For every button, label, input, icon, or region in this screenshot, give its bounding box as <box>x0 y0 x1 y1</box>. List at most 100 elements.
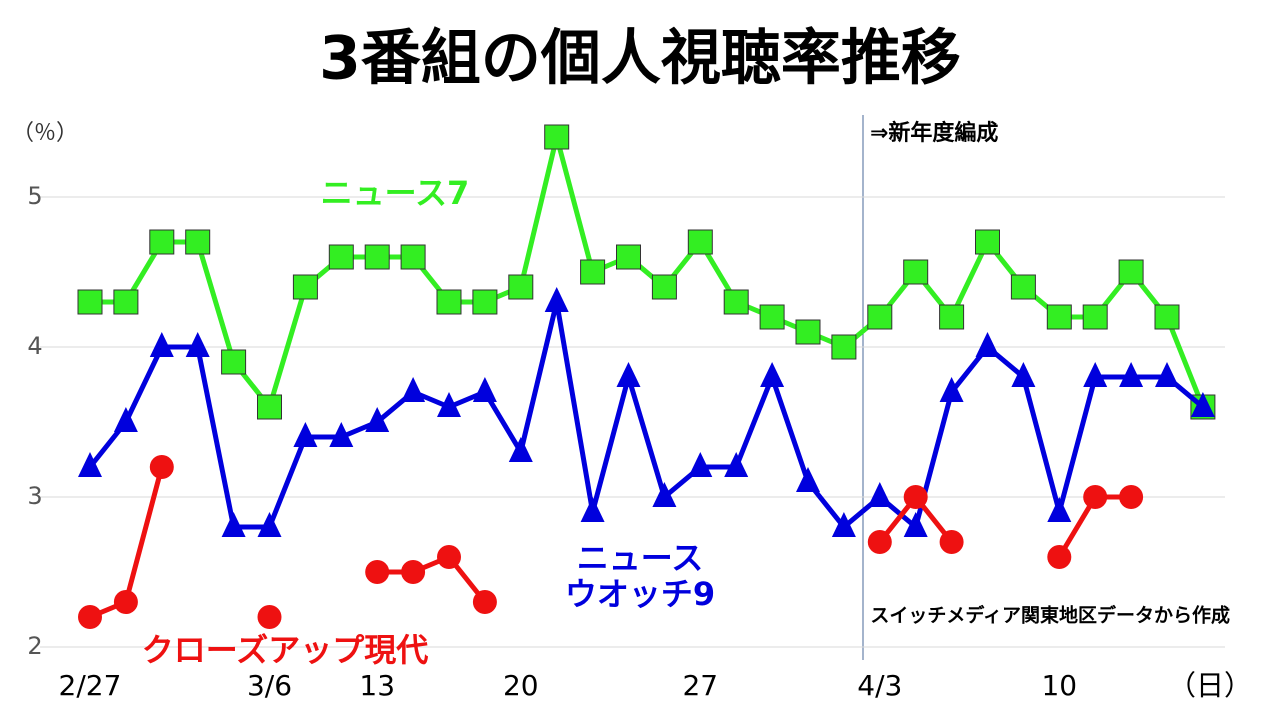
marker <box>544 287 569 312</box>
marker <box>149 455 174 479</box>
x-axis-label: （日） <box>1168 669 1252 702</box>
x-tick-label: 3/6 <box>247 669 292 702</box>
marker <box>1047 497 1072 522</box>
marker <box>113 289 139 315</box>
y-tick-label: 3 <box>27 482 42 510</box>
marker <box>113 590 138 614</box>
marker <box>903 512 928 537</box>
series-line <box>88 299 1205 530</box>
y-axis-label: （％） <box>12 121 78 146</box>
marker <box>1155 362 1179 387</box>
marker <box>364 244 390 270</box>
marker <box>508 274 534 300</box>
marker <box>1082 304 1108 330</box>
marker <box>867 304 893 330</box>
marker <box>903 259 929 285</box>
y-tick-label: 2 <box>27 632 42 660</box>
marker <box>1154 304 1180 330</box>
marker <box>436 289 462 315</box>
marker <box>401 560 426 584</box>
x-tick-label: 4/3 <box>857 669 902 702</box>
chart-title: 3番組の個人視聴率推移 <box>319 24 961 94</box>
series-line <box>90 134 1206 410</box>
marker <box>1010 274 1036 300</box>
series-label: クローズアップ現代 <box>141 631 429 669</box>
marker <box>580 259 606 285</box>
marker <box>257 394 282 420</box>
annotation: スイッチメディア関東地区データから作成 <box>870 604 1230 627</box>
marker <box>185 332 210 357</box>
marker <box>472 590 497 614</box>
marker <box>221 349 247 375</box>
marker <box>687 229 713 255</box>
marker <box>1047 545 1072 569</box>
x-tick-label: 27 <box>682 669 718 702</box>
marker <box>1083 362 1108 387</box>
marker <box>1011 362 1036 387</box>
marker <box>365 407 390 432</box>
x-tick-label: 10 <box>1041 669 1077 702</box>
marker <box>401 377 426 402</box>
x-tick-label: 20 <box>503 669 539 702</box>
marker <box>903 485 928 509</box>
marker <box>616 244 641 270</box>
marker <box>400 244 426 270</box>
marker <box>1119 485 1144 509</box>
marker <box>437 545 461 569</box>
y-tick-label: 4 <box>27 332 42 360</box>
series-label: ニュース7 <box>320 174 470 212</box>
marker <box>149 332 174 357</box>
marker <box>616 362 641 387</box>
marker <box>867 530 892 554</box>
series-label: ニュース ウオッチ9 <box>564 539 716 613</box>
y-tick-label: 5 <box>27 182 42 210</box>
marker <box>293 422 318 447</box>
marker <box>437 392 461 417</box>
marker <box>1046 304 1072 330</box>
marker <box>831 334 857 360</box>
marker <box>365 560 390 584</box>
x-tick-label: 13 <box>359 669 395 702</box>
marker <box>651 274 677 300</box>
marker <box>580 497 605 522</box>
marker <box>78 452 102 477</box>
marker <box>78 605 102 629</box>
marker <box>1083 485 1108 509</box>
marker <box>221 512 246 537</box>
marker <box>760 362 785 387</box>
marker <box>329 422 354 447</box>
marker <box>939 377 964 402</box>
annotation: ⇒新年度編成 <box>870 120 998 146</box>
marker <box>1190 392 1215 417</box>
marker <box>257 605 282 629</box>
marker <box>1118 259 1144 285</box>
marker <box>328 244 354 270</box>
marker <box>257 512 282 537</box>
marker <box>759 304 785 330</box>
marker <box>292 274 318 300</box>
marker <box>472 377 497 402</box>
marker <box>508 437 533 462</box>
marker <box>975 229 1000 255</box>
marker <box>113 407 138 432</box>
marker <box>939 304 965 330</box>
marker <box>1119 362 1144 387</box>
marker <box>544 124 570 150</box>
marker <box>185 229 211 255</box>
marker <box>149 229 175 255</box>
marker <box>77 289 103 315</box>
marker <box>939 530 964 554</box>
marker <box>724 452 749 477</box>
marker <box>975 332 1000 357</box>
marker <box>796 467 820 492</box>
marker <box>867 482 892 507</box>
marker <box>795 319 821 345</box>
marker <box>688 452 713 477</box>
marker <box>723 289 749 315</box>
marker <box>472 289 498 315</box>
x-tick-label: 2/27 <box>59 669 122 702</box>
marker <box>831 512 856 537</box>
marker <box>652 482 677 507</box>
